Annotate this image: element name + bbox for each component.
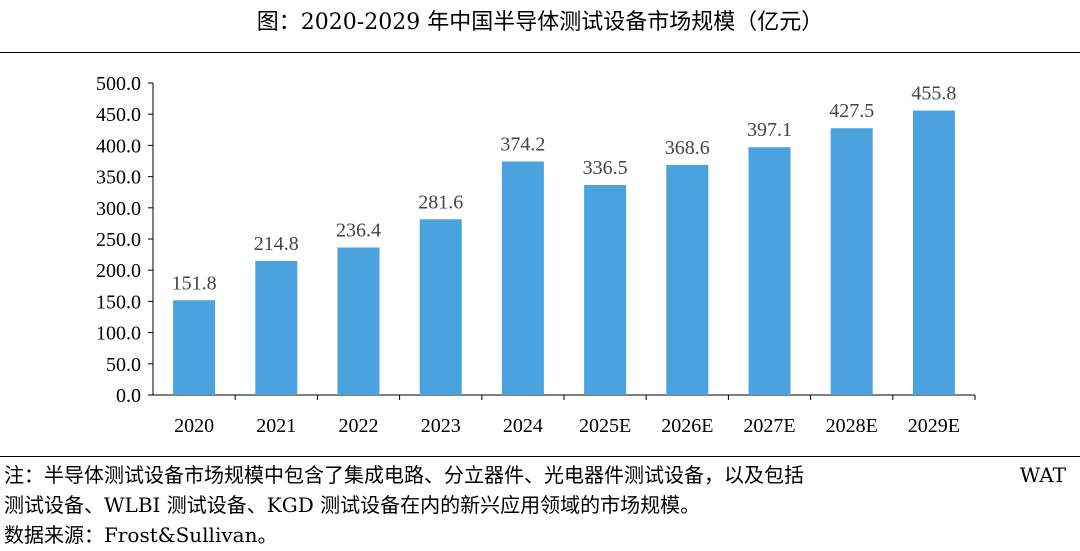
- data-source: 数据来源：Frost&Sullivan。: [4, 523, 278, 547]
- data-label: 281.6: [418, 191, 463, 213]
- x-tick-label: 2021: [256, 415, 296, 437]
- y-tick-label: 250.0: [96, 229, 141, 251]
- note-line-1-end: WAT: [1019, 463, 1066, 487]
- x-tick-label: 2020: [174, 415, 214, 437]
- x-tick-label: 2029E: [908, 415, 960, 437]
- x-tick-label: 2022: [339, 415, 379, 437]
- bar: [748, 147, 791, 395]
- bar: [419, 219, 462, 395]
- y-tick-label: 0.0: [116, 385, 141, 407]
- note-line-1: 注：半导体测试设备市场规模中包含了集成电路、分立器件、光电器件测试设备，以及包括…: [4, 460, 1066, 490]
- y-tick-label: 100.0: [96, 323, 141, 345]
- bar: [912, 110, 955, 395]
- data-label: 236.4: [336, 219, 381, 241]
- y-tick-label: 200.0: [96, 260, 141, 282]
- y-tick-label: 50.0: [106, 354, 141, 376]
- data-label: 397.1: [747, 119, 792, 141]
- bar: [584, 185, 627, 395]
- bar: [337, 247, 380, 395]
- x-tick-label: 2025E: [579, 415, 631, 437]
- x-tick-label: 2028E: [826, 415, 878, 437]
- bar: [830, 128, 873, 395]
- y-tick-label: 450.0: [96, 104, 141, 126]
- bar: [666, 164, 709, 395]
- figure-title: 图：2020-2029 年中国半导体测试设备市场规模（亿元）: [256, 10, 824, 35]
- x-tick-label: 2026E: [661, 415, 713, 437]
- data-label: 455.8: [911, 83, 956, 105]
- bar: [255, 260, 298, 395]
- data-label: 427.5: [829, 100, 874, 122]
- y-tick-label: 500.0: [96, 73, 141, 95]
- bar-chart: 0.0 50.0 100.0 150.0 200.0 250.0 300.0 350.0 400…: [96, 73, 976, 437]
- data-label: 368.6: [665, 137, 710, 159]
- data-label: 374.2: [500, 133, 545, 155]
- top-divider: [0, 52, 1080, 53]
- data-label: 336.5: [583, 157, 628, 179]
- y-tick-label: 150.0: [96, 291, 141, 313]
- bar: [501, 161, 544, 395]
- y-tick-label: 300.0: [96, 198, 141, 220]
- x-tick-label: 2024: [503, 415, 543, 437]
- bar: [173, 300, 216, 395]
- note-line-1-text: 注：半导体测试设备市场规模中包含了集成电路、分立器件、光电器件测试设备，以及包括: [4, 463, 804, 487]
- bottom-divider: [0, 456, 1080, 457]
- data-label: 151.8: [172, 272, 217, 294]
- data-label: 214.8: [254, 233, 299, 255]
- x-tick-label: 2027E: [743, 415, 795, 437]
- note-line-2: 测试设备、WLBI 测试设备、KGD 测试设备在内的新兴应用领域的市场规模。: [4, 493, 701, 517]
- notes: 注：半导体测试设备市场规模中包含了集成电路、分立器件、光电器件测试设备，以及包括…: [4, 460, 1066, 550]
- y-tick-label: 350.0: [96, 167, 141, 189]
- x-tick-label: 2023: [421, 415, 461, 437]
- y-tick-label: 400.0: [96, 135, 141, 157]
